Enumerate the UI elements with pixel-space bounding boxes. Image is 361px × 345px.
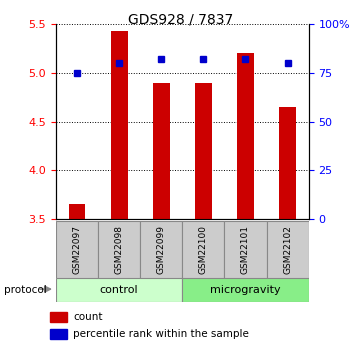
Bar (56, 221, 98, 278)
Bar (182, 221, 225, 278)
Bar (225, 221, 266, 278)
Text: GSM22100: GSM22100 (199, 225, 208, 274)
Text: percentile rank within the sample: percentile rank within the sample (73, 329, 249, 339)
Text: GSM22097: GSM22097 (73, 225, 82, 274)
Bar (153, 82, 170, 219)
Bar (50, 329, 67, 339)
Bar (266, 221, 309, 278)
Text: count: count (73, 312, 103, 322)
Bar (237, 53, 254, 219)
Bar (140, 221, 182, 278)
Bar (111, 31, 127, 219)
Bar (69, 205, 86, 219)
Text: GDS928 / 7837: GDS928 / 7837 (128, 12, 233, 26)
Text: GSM22099: GSM22099 (157, 225, 166, 274)
Text: microgravity: microgravity (210, 285, 281, 295)
Bar (195, 82, 212, 219)
Bar (56, 278, 182, 302)
Bar (98, 221, 140, 278)
Text: GSM22098: GSM22098 (115, 225, 123, 274)
Bar (279, 107, 296, 219)
Text: protocol: protocol (4, 285, 46, 295)
Text: GSM22101: GSM22101 (241, 225, 250, 274)
Bar (182, 278, 309, 302)
Text: GSM22102: GSM22102 (283, 225, 292, 274)
Text: control: control (100, 285, 138, 295)
Bar (50, 312, 67, 322)
